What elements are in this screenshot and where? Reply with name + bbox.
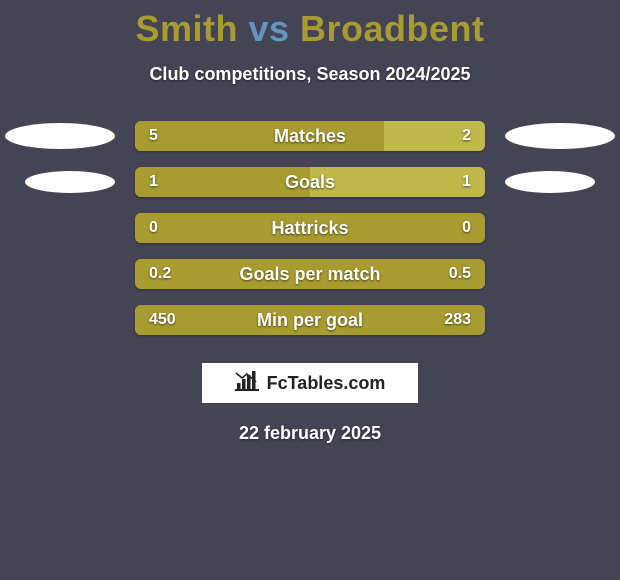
- value-right: 0.5: [449, 259, 471, 289]
- stat-row: 0.20.5Goals per match: [0, 259, 620, 289]
- stat-row: 00Hattricks: [0, 213, 620, 243]
- value-right: 283: [444, 305, 471, 335]
- source-badge[interactable]: FcTables.com: [202, 363, 418, 403]
- bar-track: 52Matches: [135, 121, 485, 151]
- player1-marker: [5, 123, 115, 149]
- value-left: 450: [149, 305, 176, 335]
- value-right: 0: [462, 213, 471, 243]
- bar-chart-icon: [235, 371, 261, 396]
- value-right: 2: [462, 121, 471, 151]
- bar-segment-left: [135, 305, 485, 335]
- player1-marker: [25, 171, 115, 193]
- value-left: 0: [149, 213, 158, 243]
- bar-segment-left: [135, 167, 310, 197]
- value-left: 1: [149, 167, 158, 197]
- bar-track: 450283Min per goal: [135, 305, 485, 335]
- subtitle: Club competitions, Season 2024/2025: [149, 64, 470, 85]
- infographic-container: Smith vs Broadbent Club competitions, Se…: [0, 0, 620, 580]
- source-badge-text: FcTables.com: [267, 373, 386, 394]
- bar-track: 00Hattricks: [135, 213, 485, 243]
- stat-row: 450283Min per goal: [0, 305, 620, 335]
- player2-marker: [505, 171, 595, 193]
- value-right: 1: [462, 167, 471, 197]
- title-player1: Smith: [135, 8, 238, 49]
- date-label: 22 february 2025: [239, 423, 381, 444]
- bar-segment-left: [135, 213, 485, 243]
- stat-row: 11Goals: [0, 167, 620, 197]
- value-left: 0.2: [149, 259, 171, 289]
- player2-marker: [505, 123, 615, 149]
- title-player2: Broadbent: [300, 8, 485, 49]
- bar-segment-right: [310, 167, 485, 197]
- value-left: 5: [149, 121, 158, 151]
- stat-row: 52Matches: [0, 121, 620, 151]
- bar-segment-left: [135, 259, 485, 289]
- title: Smith vs Broadbent: [135, 8, 484, 50]
- title-vs: vs: [238, 8, 300, 49]
- bar-track: 11Goals: [135, 167, 485, 197]
- bar-track: 0.20.5Goals per match: [135, 259, 485, 289]
- chart-area: 52Matches11Goals00Hattricks0.20.5Goals p…: [0, 121, 620, 351]
- bar-segment-left: [135, 121, 384, 151]
